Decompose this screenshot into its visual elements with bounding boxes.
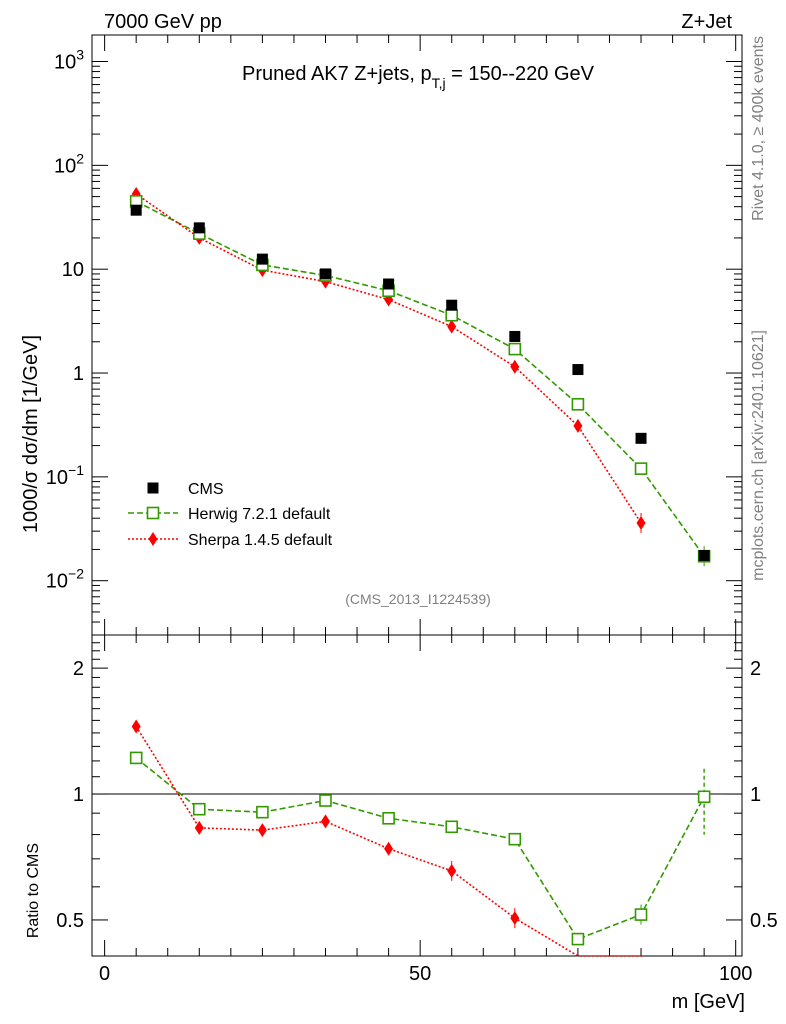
sherpa-ratio-point	[447, 863, 457, 878]
legend-marker-sherpa	[148, 532, 158, 546]
cms-point	[319, 268, 331, 280]
herwig-ratio-point	[256, 805, 269, 819]
legend-label: Sherpa 1.4.5 default	[188, 532, 333, 549]
cms-point	[572, 364, 584, 376]
x-tick-label: 50	[409, 963, 431, 985]
sherpa-ratio-point	[257, 823, 267, 838]
ratio-y-axis: 0.5 0.5 1 1 2 2	[56, 642, 778, 932]
herwig-point	[445, 308, 459, 322]
y-tick-label: 10−2	[46, 566, 84, 593]
sherpa-ratio-point	[384, 841, 394, 856]
ratio-y-tick-label: 1	[750, 784, 761, 806]
cms-point	[698, 549, 710, 561]
x-tick-label: 100	[719, 963, 752, 985]
herwig-ratio-point	[697, 790, 711, 804]
herwig-ratio-point	[382, 811, 395, 825]
main-title: Pruned AK7 Z+jets, pT,j = 150--220 GeV	[242, 63, 595, 91]
analysis-id-label: (CMS_2013_I1224539)	[345, 591, 491, 607]
main-y-axis-label: 1000/σ dσ/dm [1/GeV]	[20, 335, 42, 533]
ratio-y-tick-label: 2	[73, 658, 84, 680]
x-tick-label: 0	[99, 963, 110, 985]
sherpa-line	[135, 193, 642, 524]
sherpa-ratio-point	[131, 719, 141, 734]
ratio-plot-frame	[91, 634, 743, 957]
ratio-y-tick-label: 2	[750, 658, 761, 680]
sherpa-point	[510, 359, 520, 374]
sherpa-point	[573, 418, 583, 433]
sherpa-ratio-point	[194, 820, 204, 835]
legend-label: Herwig 7.2.1 default	[188, 506, 331, 523]
sherpa-ratio-point	[510, 911, 520, 926]
cms-point	[130, 204, 142, 216]
x-axis: 0 50 100	[99, 35, 752, 985]
sherpa-point	[447, 319, 457, 334]
herwig-ratio-point	[571, 932, 585, 946]
cms-point	[635, 432, 647, 444]
ratio-y-tick-label: 1	[73, 784, 84, 806]
herwig-ratio-point	[129, 751, 143, 765]
herwig-ratio-point	[192, 802, 206, 816]
sherpa-point	[636, 515, 646, 530]
main-y-axis: 10−2 10−1 1 10 102 103	[46, 47, 742, 636]
cms-point	[256, 253, 268, 265]
cms-point	[383, 278, 395, 290]
legend: CMS Herwig 7.2.1 default Sherpa 1.4.5 defa…	[128, 481, 333, 549]
ratio-series-layer	[129, 719, 711, 957]
sherpa-ratio-point	[320, 814, 330, 829]
header-left: 7000 GeV pp	[104, 11, 222, 33]
y-tick-label: 10−1	[46, 462, 84, 489]
main-series-layer	[129, 186, 711, 567]
herwig-ratio-line	[135, 757, 705, 941]
main-panel: 10−2 10−1 1 10 102 103 Pruned AK7 Z+jets, pT,…	[20, 34, 743, 636]
herwig-point	[634, 462, 648, 475]
legend-marker-cms	[147, 482, 159, 494]
herwig-point	[571, 397, 585, 411]
herwig-ratio-point	[319, 794, 332, 807]
herwig-ratio-point	[508, 832, 522, 846]
y-tick-label: 1	[73, 363, 84, 385]
legend-marker-herwig	[146, 506, 160, 520]
sherpa-ratio-line	[135, 726, 641, 957]
y-tick-label: 103	[54, 47, 84, 74]
herwig-ratio-point	[634, 908, 648, 921]
cms-point	[446, 299, 458, 311]
x-axis-label: m [GeV]	[672, 991, 745, 1013]
rivet-version-label: Rivet 4.1.0, ≥ 400k events	[750, 36, 767, 221]
y-tick-label: 102	[54, 150, 84, 177]
header-right: Z+Jet	[681, 11, 732, 33]
herwig-ratio-point	[445, 820, 459, 834]
ratio-y-tick-label: 0.5	[750, 910, 778, 932]
cms-point	[509, 330, 521, 342]
ratio-y-axis-label: Ratio to CMS	[25, 843, 42, 938]
herwig-line	[135, 200, 705, 557]
ratio-panel: 0.5 0.5 1 1 2 2 0 50 100 Ratio to CMS m [GeV]	[25, 35, 778, 1013]
cms-point	[193, 222, 205, 234]
ratio-y-tick-label: 0.5	[56, 910, 84, 932]
herwig-point	[508, 342, 522, 356]
legend-label: CMS	[188, 481, 224, 498]
y-tick-label: 10	[62, 259, 84, 281]
mcplots-label: mcplots.cern.ch [arXiv:2401.10621]	[750, 330, 767, 581]
